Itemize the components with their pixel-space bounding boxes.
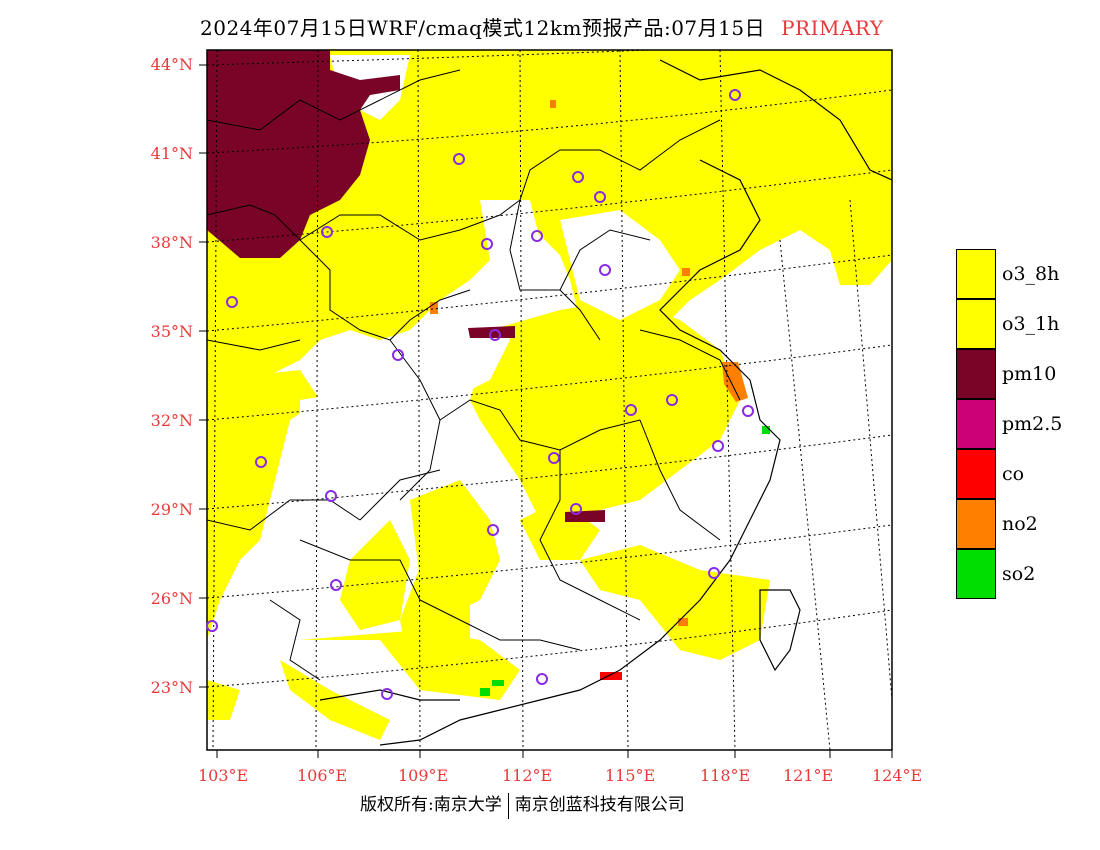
station-markers (206, 89, 754, 700)
station-marker (392, 349, 404, 361)
lon-label-115: 115°E (605, 766, 656, 785)
o3-region (207, 50, 892, 740)
station-marker (572, 171, 584, 183)
lat-label-41: 41°N (150, 144, 193, 163)
copyright-right: 南京创蓝科技有限公司 (514, 795, 685, 815)
station-marker (742, 405, 754, 417)
station-marker (531, 230, 543, 242)
station-marker (712, 440, 724, 452)
province-boundaries (207, 69, 741, 681)
station-marker (226, 296, 238, 308)
station-marker (625, 404, 637, 416)
latitude-gridlines (207, 50, 892, 688)
legend-label: co (1002, 463, 1025, 485)
lat-label-23: 23°N (150, 678, 193, 697)
station-marker (708, 567, 720, 579)
legend-swatch (956, 249, 996, 299)
station-marker (206, 620, 218, 632)
longitude-gridlines (212, 50, 892, 750)
axis-ticks (199, 64, 893, 758)
station-marker (381, 688, 393, 700)
pm10-region (207, 50, 400, 258)
lon-label-124: 124°E (872, 766, 923, 785)
station-marker (487, 524, 499, 536)
lat-label-44: 44°N (150, 55, 193, 74)
lon-label-112: 112°E (502, 766, 553, 785)
lat-label-32: 32°N (150, 411, 193, 430)
lon-label-121: 121°E (783, 766, 834, 785)
legend-swatch (956, 499, 996, 549)
station-marker (548, 452, 560, 464)
legend-label: pm2.5 (1002, 413, 1063, 435)
no2-patches (430, 100, 748, 626)
legend-swatch (956, 449, 996, 499)
station-marker (255, 456, 267, 468)
so2-patches (480, 426, 770, 696)
legend-swatch (956, 299, 996, 349)
clean-air-patches (300, 55, 680, 470)
lon-label-109: 109°E (398, 766, 449, 785)
lat-label-38: 38°N (150, 233, 193, 252)
co-patch (600, 672, 622, 680)
station-marker (489, 329, 501, 341)
station-marker (481, 238, 493, 250)
legend-swatch (956, 399, 996, 449)
legend-label: so2 (1002, 563, 1036, 585)
station-marker (321, 226, 333, 238)
lon-label-106: 106°E (297, 766, 348, 785)
lat-label-26: 26°N (150, 589, 193, 608)
legend-label: pm10 (1002, 363, 1057, 385)
copyright-left: 版权所有:南京大学 (360, 795, 502, 815)
station-marker (594, 191, 606, 203)
station-marker (666, 394, 678, 406)
map-frame (206, 49, 893, 751)
legend-swatch (956, 349, 996, 399)
lat-label-29: 29°N (150, 500, 193, 519)
station-marker (330, 579, 342, 591)
copyright-footer: 版权所有:南京大学 南京创蓝科技有限公司 (360, 790, 685, 819)
legend-swatch (956, 549, 996, 599)
station-marker (325, 490, 337, 502)
legend-label: o3_1h (1002, 313, 1060, 335)
station-marker (570, 503, 582, 515)
lon-label-103: 103°E (198, 766, 249, 785)
lon-label-118: 118°E (700, 766, 751, 785)
title-tag: PRIMARY (781, 16, 884, 40)
title-text: 2024年07月15日WRF/cmaq模式12km预报产品:07月15日 (200, 16, 766, 40)
lat-label-35: 35°N (150, 322, 193, 341)
station-marker (536, 673, 548, 685)
station-marker (453, 153, 465, 165)
coastline (319, 59, 892, 746)
station-marker (729, 89, 741, 101)
map-title: 2024年07月15日WRF/cmaq模式12km预报产品:07月15日 PRIM… (200, 12, 884, 41)
legend-label: o3_8h (1002, 263, 1060, 285)
legend-label: no2 (1002, 513, 1038, 535)
copyright-separator (507, 792, 509, 819)
station-marker (599, 264, 611, 276)
